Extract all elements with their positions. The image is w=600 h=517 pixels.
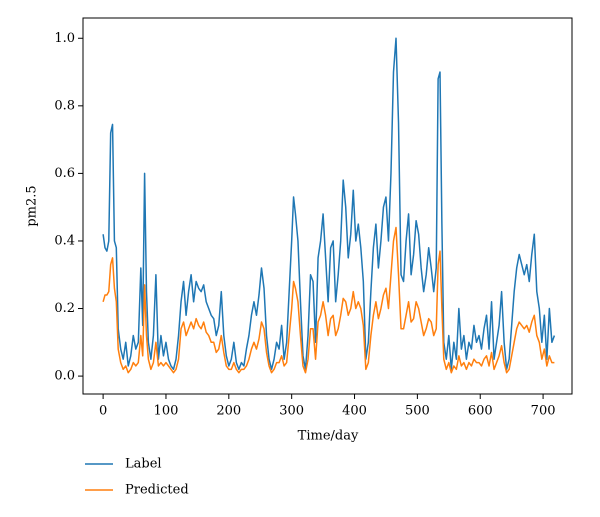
- y-tick-label: 0.8: [54, 98, 75, 113]
- x-axis-label: Time/day: [298, 429, 359, 444]
- y-axis-label: pm2.5: [25, 185, 40, 226]
- x-tick-label: 400: [342, 404, 367, 419]
- series-line: [102, 226, 555, 374]
- legend-label: Label: [125, 457, 162, 472]
- y-tick-label: 0.2: [54, 301, 75, 316]
- y-tick-label: 0.0: [54, 369, 75, 384]
- x-tick-label: 200: [216, 404, 241, 419]
- series-line: [102, 37, 556, 371]
- y-tick-label: 1.0: [54, 31, 75, 46]
- plot-frame: [82, 17, 573, 395]
- legend-label: Predicted: [125, 483, 189, 498]
- x-tick-label: 300: [279, 404, 304, 419]
- x-tick-label: 500: [405, 404, 430, 419]
- x-tick-label: 100: [154, 404, 179, 419]
- x-tick-label: 700: [531, 404, 556, 419]
- x-tick-label: 0: [99, 404, 107, 419]
- x-tick-label: 600: [468, 404, 493, 419]
- y-tick-label: 0.4: [54, 233, 75, 248]
- y-tick-label: 0.6: [54, 166, 75, 181]
